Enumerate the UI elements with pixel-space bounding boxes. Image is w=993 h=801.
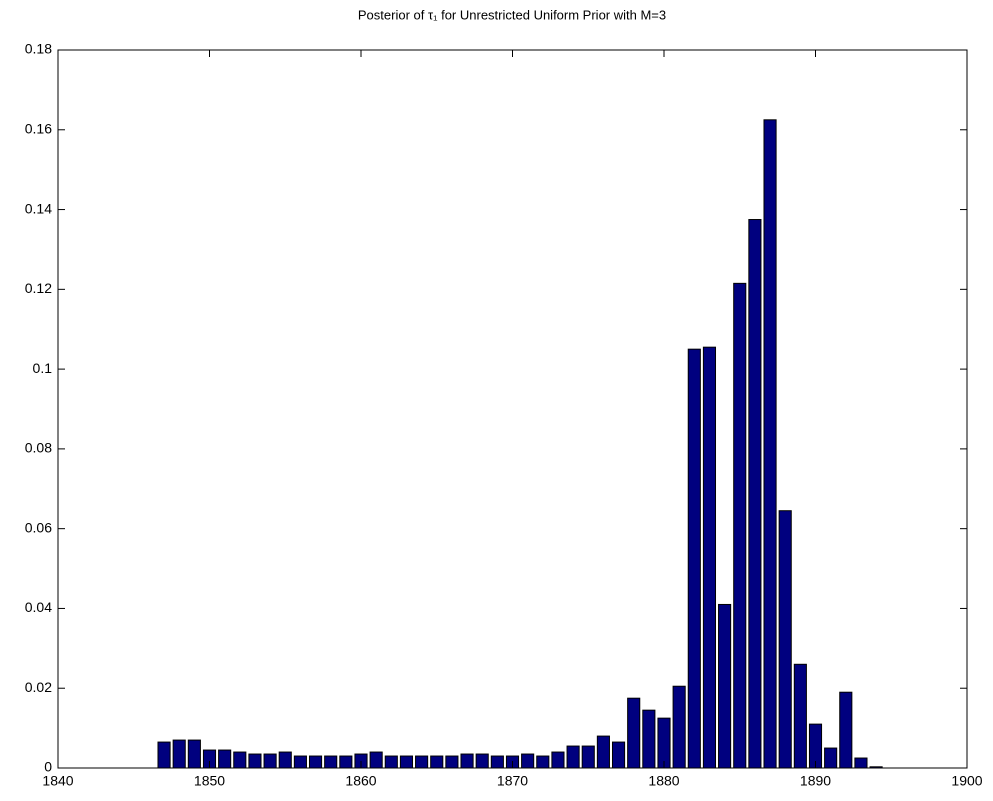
bar — [308, 755, 323, 769]
bar — [263, 753, 277, 769]
bar — [324, 755, 338, 769]
y-tick-label: 0.16 — [25, 120, 52, 136]
bar — [566, 745, 580, 769]
x-tick-label: 1860 — [345, 773, 376, 789]
bar — [793, 663, 807, 769]
bar — [642, 709, 656, 769]
bar — [399, 755, 414, 769]
y-tick-label: 0 — [44, 759, 52, 775]
bar — [748, 219, 762, 769]
bar — [293, 755, 307, 769]
y-tick-label: 0.1 — [33, 360, 53, 376]
x-tick-label: 1900 — [951, 773, 982, 789]
bar — [157, 741, 171, 769]
y-tick-label: 0.14 — [25, 200, 52, 216]
bar — [733, 282, 747, 769]
bar — [233, 751, 247, 769]
bar — [778, 510, 792, 769]
bar — [596, 735, 610, 769]
y-tick-label: 0.12 — [25, 280, 52, 296]
chart-title: Posterior of τ₁ for Unrestricted Uniform… — [358, 7, 666, 22]
bar — [551, 751, 565, 769]
bar — [824, 747, 838, 769]
x-tick-label: 1880 — [648, 773, 679, 789]
bar — [581, 745, 595, 769]
bar — [460, 753, 474, 769]
y-tick-label: 0.18 — [25, 41, 52, 57]
bar — [702, 346, 717, 769]
bar — [218, 749, 232, 769]
bar — [718, 603, 732, 769]
y-tick-label: 0.06 — [25, 519, 52, 535]
bar — [187, 739, 201, 769]
bar — [172, 739, 186, 769]
bar — [611, 741, 626, 769]
x-tick-label: 1870 — [497, 773, 528, 789]
y-tick-label: 0.02 — [25, 679, 52, 695]
y-tick-label: 0.04 — [25, 599, 52, 615]
y-tick-label: 0.08 — [25, 440, 52, 456]
bar — [536, 755, 550, 769]
bar — [475, 753, 489, 769]
bar — [657, 717, 671, 769]
bar — [369, 751, 383, 769]
bar — [278, 751, 292, 769]
bar — [445, 755, 459, 769]
bar — [248, 753, 262, 769]
x-tick-label: 1840 — [42, 773, 73, 789]
bar — [521, 753, 535, 769]
x-tick-label: 1850 — [194, 773, 225, 789]
bar — [763, 119, 777, 769]
x-tick-label: 1890 — [800, 773, 831, 789]
bar — [384, 755, 398, 769]
bar — [839, 691, 853, 769]
bar — [430, 755, 444, 769]
bar — [415, 755, 429, 769]
bar — [687, 348, 701, 769]
bar — [672, 685, 686, 769]
bar — [339, 755, 353, 769]
bar — [627, 697, 641, 769]
bar — [854, 757, 868, 769]
bar — [490, 755, 504, 769]
